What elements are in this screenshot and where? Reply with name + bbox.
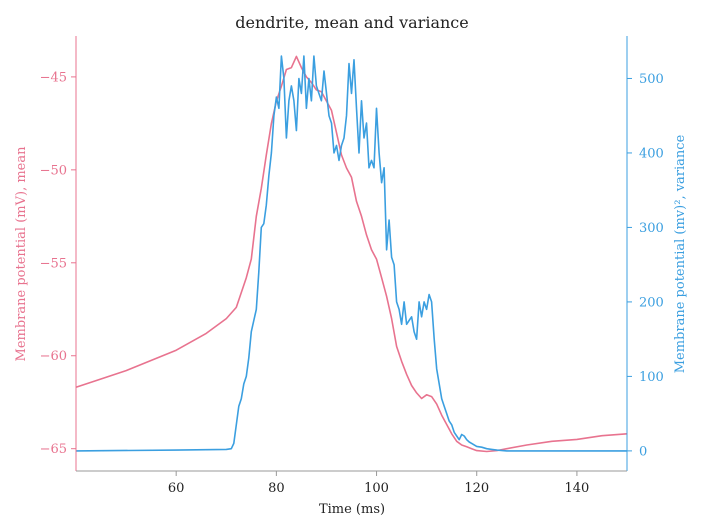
y-right-tick-label: 400 [639, 146, 664, 161]
x-tick-label: 80 [268, 481, 285, 496]
plot-area [75, 55, 628, 453]
y-right-tick-label: 100 [639, 370, 664, 385]
x-tick-label: 60 [168, 481, 185, 496]
y-left-axis-label: Membrane potential (mV), mean [14, 146, 29, 362]
y-right-tick-label: 500 [639, 72, 664, 87]
y-left-tick-label: −55 [40, 256, 67, 271]
x-tick-label: 140 [564, 481, 589, 496]
variance-series-line [75, 55, 627, 452]
y-left-tick-label: −45 [40, 70, 67, 85]
y-left-tick-label: −60 [40, 349, 67, 364]
y-left-tick-label: −65 [40, 442, 67, 457]
y-right-tick-label: 200 [639, 295, 664, 310]
y-left-ticks: −45 −50 −55 −60 −65 [40, 70, 76, 457]
mean-series-line [75, 55, 628, 453]
x-axis-label: Time (ms) [319, 502, 385, 517]
y-right-axis-label: Membrane potential (mv)², variance [673, 134, 688, 373]
x-ticks: 60 80 100 120 140 [168, 471, 589, 496]
x-tick-label: 120 [464, 481, 489, 496]
y-right-tick-label: 0 [639, 444, 647, 459]
chart-title: dendrite, mean and variance [235, 13, 468, 32]
y-right-tick-label: 300 [639, 221, 664, 236]
y-right-ticks: 0 100 200 300 400 500 [627, 72, 664, 459]
y-left-tick-label: −50 [40, 163, 67, 178]
x-tick-label: 100 [364, 481, 389, 496]
